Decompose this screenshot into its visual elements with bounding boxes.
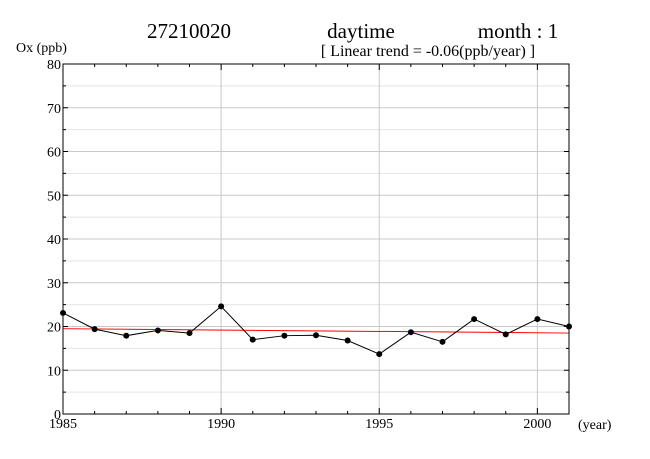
y-tick-label: 60 xyxy=(47,146,61,161)
x-tick-label: 2000 xyxy=(523,417,551,432)
data-point xyxy=(249,336,256,343)
data-point xyxy=(376,351,383,358)
y-tick-label: 80 xyxy=(47,58,61,73)
plot-area-frame xyxy=(62,63,570,415)
y-tick-label: 20 xyxy=(47,321,61,336)
data-point xyxy=(281,332,288,339)
y-axis-label: Ox (ppb) xyxy=(16,41,67,56)
data-point xyxy=(502,331,509,338)
data-point xyxy=(91,326,98,333)
station-id: 27210020 xyxy=(147,19,231,43)
x-tick-label: 1985 xyxy=(49,417,77,432)
x-axis-label: (year) xyxy=(578,418,612,433)
series-line xyxy=(62,305,570,355)
data-point xyxy=(123,332,130,339)
data-point xyxy=(439,338,446,345)
data-point xyxy=(218,303,225,310)
x-tick-label: 1995 xyxy=(365,417,393,432)
y-tick-label: 30 xyxy=(47,277,61,292)
data-point xyxy=(313,332,319,339)
data-point xyxy=(471,316,478,323)
tick-labels: 0 10 20 30 40 50 60 70 80 1985 1990 1995 2000 xyxy=(47,58,551,432)
period-label: daytime xyxy=(327,19,395,43)
data-point xyxy=(534,316,541,323)
data-point xyxy=(154,327,161,334)
data-point xyxy=(407,329,414,336)
y-tick-label: 0 xyxy=(54,408,61,423)
data-point xyxy=(344,337,351,344)
data-point xyxy=(186,330,193,337)
trend-line xyxy=(62,328,570,334)
y-tick-label: 40 xyxy=(47,233,61,248)
y-tick-label: 10 xyxy=(47,364,61,379)
grid xyxy=(63,64,569,414)
x-tick-label: 1990 xyxy=(207,417,235,432)
series-group xyxy=(60,303,572,358)
trend-line-group xyxy=(62,328,570,334)
y-tick-label: 70 xyxy=(47,102,61,117)
y-tick-label: 50 xyxy=(47,189,61,204)
trend-annotation: [ Linear trend = -0.06(ppb/year) ] xyxy=(321,43,535,60)
month-label: month : 1 xyxy=(478,19,559,43)
